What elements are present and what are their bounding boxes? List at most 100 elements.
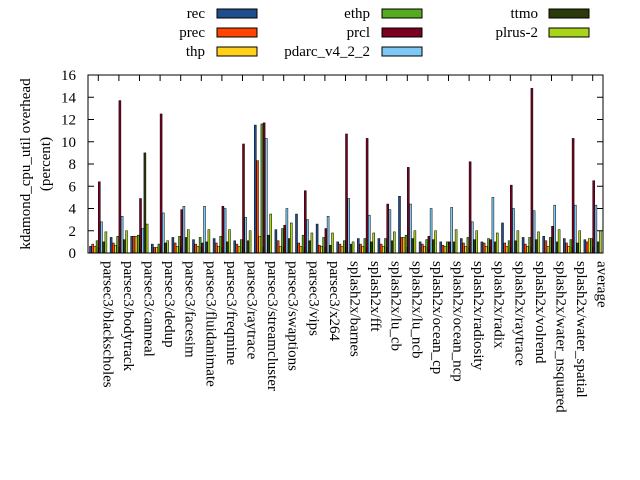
bar-prec-parsec3-raytrace [235, 243, 239, 254]
legend-item-rec: rec [187, 6, 258, 22]
y-tick-label: 8 [69, 157, 77, 173]
bar-prcl-parsec3-dedup [159, 113, 163, 254]
bar-plrus-2-parsec3-facesim [187, 229, 190, 254]
bar-ttmo-splash2x-water-nsquared [555, 241, 559, 254]
bar-prcl-splash2x-barnes [345, 133, 348, 254]
bar-plrus-2-splash2x-ocean-ncp [454, 229, 458, 254]
bar-ttmo-splash2x-lu-ncb [411, 238, 414, 254]
bar-plrus-2-splash2x-water-spatial [578, 230, 581, 254]
legend-label: pdarc_v4_2_2 [284, 44, 370, 60]
y-tick-label: 16 [61, 68, 77, 84]
bar-plrus-2-splash2x-barnes [351, 241, 355, 254]
legend-swatch [381, 27, 423, 38]
legend-swatch [381, 8, 423, 19]
legend-swatch [548, 8, 590, 19]
bar-thp-splash2x-ocean-cp [423, 246, 426, 254]
bar-prec-parsec3-facesim [173, 242, 177, 254]
x-tick-label: splash2x/barnes [347, 261, 363, 357]
y-axis-label: kdamond_cpu_util overhead (percent) [18, 78, 54, 250]
bar-plrus-2-splash2x-radix [496, 232, 499, 254]
x-tick-label: splash2x/lu_ncb [408, 261, 424, 359]
bar-prcl-splash2x-volrend [530, 88, 534, 254]
bar-prcl-parsec3-vips [304, 190, 307, 254]
bar-prcl-parsec3-blackscholes [98, 181, 101, 254]
bar-pdarc-v4-2-2-parsec3-fluidanimate [203, 206, 206, 254]
x-tick-label: splash2x/radix [491, 261, 507, 349]
bar-rec-parsec3-facesim [171, 237, 175, 254]
bar-plrus-2-parsec3-freqmine [228, 229, 231, 254]
bar-ttmo-parsec3-blackscholes [102, 241, 105, 254]
legend-swatch [216, 46, 258, 57]
bar-thp-parsec3-canneal [134, 236, 138, 254]
bar-thp-parsec3-vips [299, 246, 303, 254]
y-tick-label: 6 [69, 179, 77, 195]
bar-thp-parsec3-raytrace [237, 246, 241, 254]
bar-thp-parsec3-swaptions [279, 246, 282, 254]
legend-item-ttmo: ttmo [510, 6, 590, 22]
bar-rec-parsec3-freqmine [212, 238, 216, 254]
bar-rec-splash2x-lu-cb [377, 238, 381, 254]
bar-thp-splash2x-water-spatial [567, 246, 570, 254]
x-tick-label: splash2x/raytrace [511, 261, 527, 366]
legend-swatch [381, 46, 423, 57]
bar-prec-parsec3-dedup [153, 247, 156, 254]
bar-ttmo-parsec3-bodytrack [123, 239, 126, 254]
bar-pdarc-v4-2-2-splash2x-ocean-ncp [450, 207, 453, 254]
bar-rec-splash2x-volrend [521, 237, 525, 254]
x-tick-label: splash2x/fft [367, 261, 383, 332]
bar-plrus-2-splash2x-lu-cb [393, 231, 396, 254]
y-tick-label: 2 [69, 224, 77, 240]
bar-plrus-2-splash2x-ocean-cp [434, 230, 437, 254]
legend-item-pdarc-v4-2-2: pdarc_v4_2_2 [284, 44, 423, 60]
bar-pdarc-v4-2-2-parsec3-streamcluster [265, 138, 268, 254]
x-tick-label: splash2x/water_spatial [573, 261, 589, 398]
bar-prcl-average [592, 180, 595, 254]
bar-pdarc-v4-2-2-parsec3-facesim [182, 206, 186, 254]
bar-pdarc-v4-2-2-splash2x-radiosity [471, 221, 474, 254]
bar-prcl-splash2x-radiosity [468, 161, 472, 254]
y-tick-label: 12 [61, 113, 76, 129]
bar-prec-splash2x-barnes [338, 243, 342, 254]
bar-thp-splash2x-raytrace [505, 246, 509, 254]
legend: rec prec thp ethp prcl pdarc_v4_2_2 ttmo plrus-… [179, 6, 590, 60]
bar-ttmo-parsec3-raytrace [246, 240, 250, 254]
bar-ttmo-parsec3-canneal [143, 152, 147, 254]
y-axis-label-line: (percent) [38, 137, 54, 191]
y-axis-label-line: kdamond_cpu_util overhead [18, 78, 34, 250]
x-tick-label: splash2x/water_nsquared [553, 261, 569, 413]
bar-thp-parsec3-streamcluster [258, 236, 261, 254]
bar-prec-splash2x-water-nsquared [544, 240, 548, 254]
bar-pdarc-v4-2-2-splash2x-water-spatial [574, 204, 577, 254]
bar-ethp-parsec3-bodytrack [116, 236, 119, 254]
legend-swatch [216, 8, 258, 19]
bar-prcl-parsec3-bodytrack [118, 100, 122, 254]
bar-pdarc-v4-2-2-splash2x-lu-cb [388, 209, 392, 254]
legend-label: rec [187, 6, 206, 22]
bar-ttmo-splash2x-ocean-ncp [452, 241, 456, 254]
bar-thp-parsec3-freqmine [217, 246, 220, 254]
bars [89, 88, 602, 254]
bar-pdarc-v4-2-2-parsec3-swaptions [285, 208, 289, 254]
bar-prcl-parsec3-raytrace [242, 143, 245, 254]
bar-thp-splash2x-radiosity [464, 246, 467, 254]
bar-pdarc-v4-2-2-splash2x-raytrace [512, 208, 515, 254]
bar-ttmo-parsec3-facesim [184, 237, 188, 254]
y-tick-label: 14 [61, 90, 77, 106]
x-tick-label: splash2x/lu_cb [388, 261, 404, 351]
bar-pdarc-v4-2-2-splash2x-fft [368, 214, 371, 254]
bar-rec-splash2x-fft [357, 238, 360, 254]
bar-prcl-splash2x-lu-cb [386, 203, 389, 254]
bar-thp-parsec3-dedup [155, 247, 158, 254]
bar-pdarc-v4-2-2-splash2x-water-nsquared [553, 204, 556, 254]
x-tick-label: parsec3/vips [305, 261, 321, 336]
bar-thp-splash2x-ocean-ncp [443, 246, 447, 254]
bar-prcl-splash2x-water-spatial [571, 138, 575, 254]
bar-plrus-2-parsec3-swaptions [290, 222, 293, 254]
bar-plrus-2-parsec3-blackscholes [104, 231, 108, 254]
x-tick-label: parsec3/freqmine [223, 261, 239, 365]
bar-prec-parsec3-x264 [318, 244, 321, 254]
bar-rec-parsec3-dedup [151, 243, 154, 254]
y-tick-label: 10 [61, 135, 76, 151]
bar-pdarc-v4-2-2-parsec3-raytrace [244, 217, 247, 254]
bar-prec-splash2x-lu-ncb [400, 237, 403, 254]
